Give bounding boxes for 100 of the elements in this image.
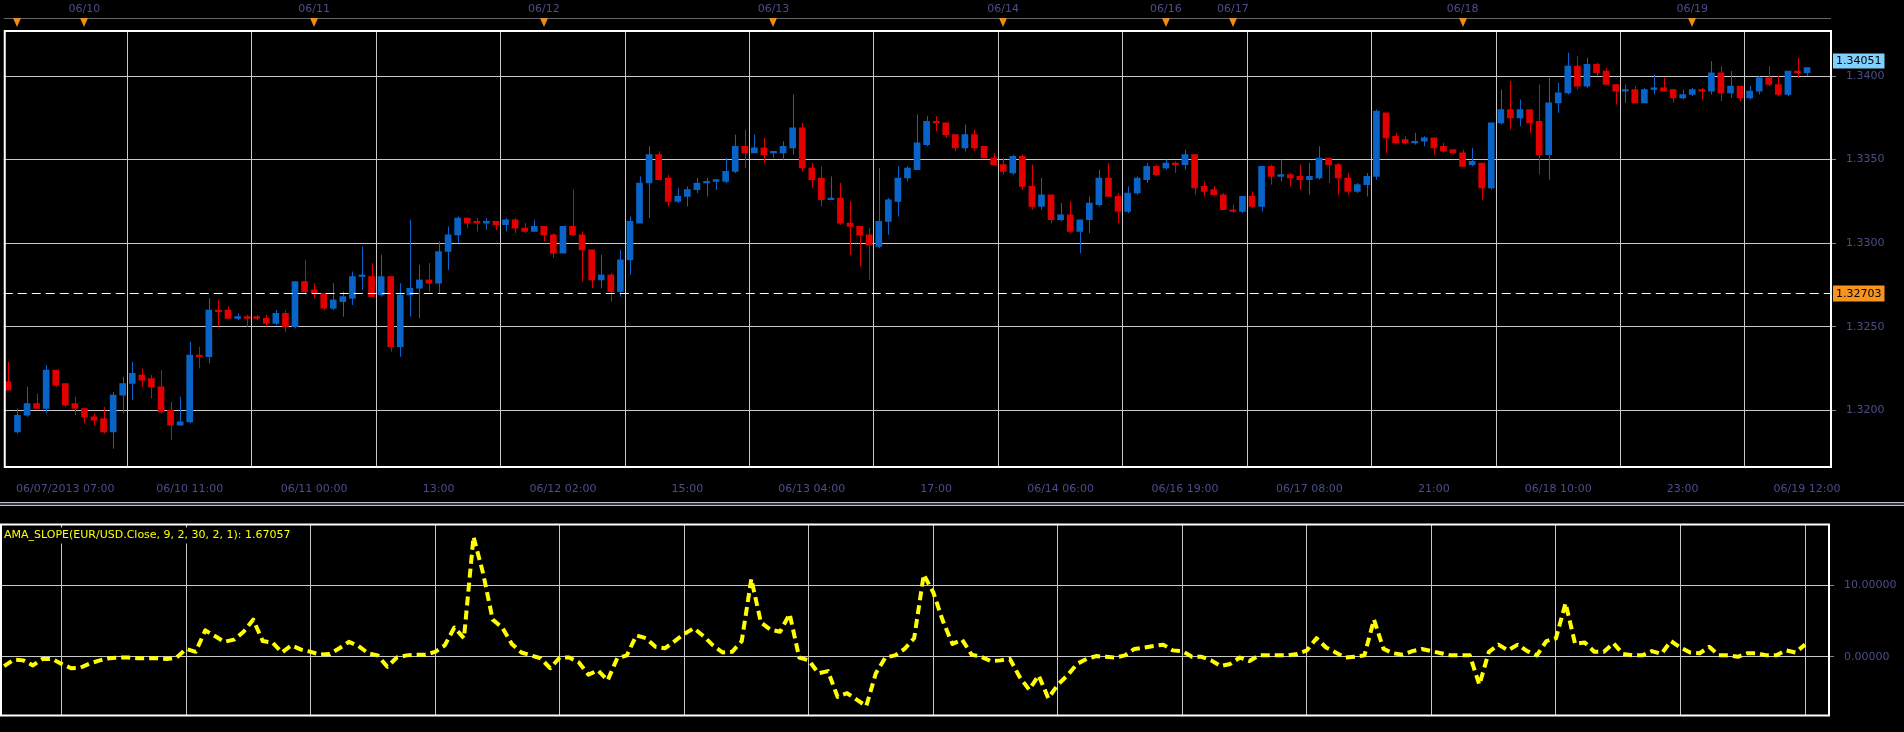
y-tick-label: 1.3200 [1846,403,1885,417]
text: 1.34051 [1836,54,1882,68]
candlestick [1143,162,1151,184]
candlestick [856,225,863,268]
candlestick [100,406,107,435]
candlestick [61,382,69,408]
candlestick [1497,88,1505,126]
candlestick [1306,162,1313,196]
candlestick [1085,195,1093,234]
candlestick [1363,172,1371,197]
x-tick-label: 06/12 02:00 [529,482,597,496]
candlestick [406,219,414,318]
candlestick [1650,73,1658,95]
y-tick-label: 1.3400 [1846,68,1885,82]
candlestick [550,232,557,259]
candlestick [722,157,729,184]
candlestick [148,374,155,400]
x-tick-label: 06/14 06:00 [1027,482,1095,496]
candlestick [1057,202,1064,222]
x-tick-label: 06/10 11:00 [156,482,224,496]
candlestick [1727,70,1734,99]
x-tick-label: 15:00 [671,482,704,496]
candlestick [808,162,816,189]
candlestick [1526,109,1533,134]
candlestick [1028,164,1036,211]
candlestick [1325,157,1332,184]
candlestick [349,271,356,306]
text: 06/14 [987,1,1020,15]
candlestick [607,272,615,303]
candlestick [1124,185,1131,214]
candlestick [597,254,605,289]
x-tick-label: 06/16 19:00 [1151,482,1219,496]
candlestick [119,376,127,415]
ref-line-label: 1.32703 [1836,287,1882,301]
candlestick [1717,65,1725,102]
candlestick [339,291,347,318]
candlestick [751,134,758,154]
candlestick [128,361,136,401]
x-tick-label: 06/13 04:00 [778,482,846,496]
candlestick [23,386,31,418]
chart-title: AMA_SLOPE(EUR/USD.Close, 9, 2, 30, 2, 1): 1.67057 [4,527,291,541]
x-tick-label: 13:00 [422,482,455,496]
candlestick [971,129,978,152]
candlestick [684,185,691,207]
candlestick [282,309,289,333]
candlestick [1574,55,1581,90]
candlestick [865,227,873,281]
candlestick [1612,83,1619,105]
candlestick [1507,80,1514,131]
candlestick [1344,172,1352,196]
x-tick-label: 06/18 10:00 [1524,482,1592,496]
x-tick-label: 21:00 [1417,482,1450,496]
text: 06/12 [527,1,560,15]
text: 06/13 [757,1,790,15]
candlestick [1334,162,1342,196]
candlestick [578,230,586,283]
text: 06/16 [1150,1,1182,15]
candlestick [329,282,337,311]
x-tick-label: 06/11 00:00 [280,482,348,496]
candlestick [368,262,375,298]
y-tick-label: 1.3250 [1846,319,1885,333]
candlestick [569,189,576,237]
y-tick-label: 1.3300 [1846,236,1885,250]
x-tick-label: 06/17 08:00 [1275,482,1343,496]
candlestick [1105,162,1112,197]
candlestick [1181,149,1189,171]
candlestick [301,259,308,296]
candlestick [1076,219,1084,254]
x-tick-label: 06/07/2013 07:00 [15,482,115,496]
candlestick [14,408,21,435]
candlestick [1277,159,1285,182]
y-tick-label: 1.3350 [1846,152,1885,166]
candlestick [818,165,825,207]
candlestick [789,93,796,156]
text: 06/10 [68,1,101,15]
text: 06/11 [298,1,330,15]
x-tick-label: 17:00 [920,482,953,496]
candlestick [416,264,423,319]
candlestick [1038,177,1045,211]
candlestick [1114,192,1122,224]
candlestick [1066,200,1074,234]
y-tick-label: 0.00000 [1844,649,1890,663]
candlestick [1775,75,1782,97]
candlestick [167,401,174,441]
candlestick [1554,82,1562,114]
text: 06/18 [1446,1,1479,15]
candlestick [444,225,452,271]
candlestick [1755,75,1763,95]
text: 06/19 [1676,1,1709,15]
y-tick-label: 10.00000 [1844,578,1897,592]
x-tick-label: 06/19 12:00 [1773,482,1841,496]
candlestick [1516,98,1524,127]
candlestick [1708,60,1715,95]
candlestick [961,124,969,152]
candlestick [741,129,749,169]
x-tick-label: 23:00 [1666,482,1699,496]
candlestick [71,396,79,416]
text: 06/17 [1217,1,1249,15]
candlestick [1267,164,1275,186]
candlestick [1765,65,1773,87]
